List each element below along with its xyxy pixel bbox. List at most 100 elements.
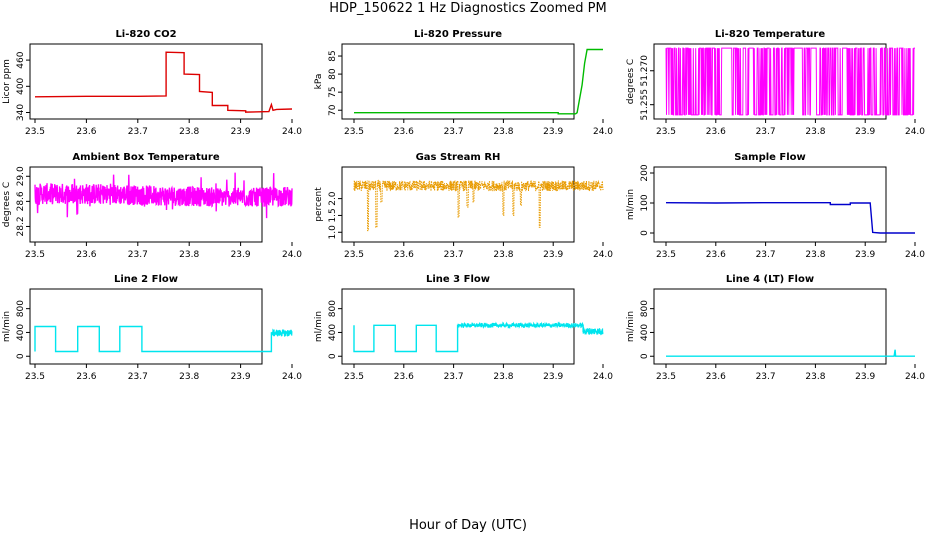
y-tick-label: 800 (16, 300, 26, 317)
x-tick-label: 23.5 (25, 372, 45, 382)
x-tick-label: 23.7 (756, 127, 776, 137)
panel-title: Line 2 Flow (114, 274, 178, 285)
x-tick-label: 23.6 (706, 127, 726, 137)
x-tick-label: 23.6 (76, 372, 96, 382)
y-tick-label: 51.270 (640, 55, 650, 87)
y-axis-label: Licor ppm (2, 59, 12, 104)
x-tick-label: 23.7 (128, 250, 148, 260)
x-tick-label: 23.6 (706, 250, 726, 260)
x-tick-label: 24.0 (282, 250, 302, 260)
y-axis-label: ml/min (314, 311, 324, 342)
y-tick-label: 70 (328, 104, 338, 116)
panel-4: Ambient Box Temperature degrees C 23.5 23.6… (2, 152, 302, 260)
y-tick-label: 400 (328, 324, 338, 341)
panel-2: Li-820 Pressure kPa 23.5 23.6 23.7 23.8 23.9 24… (314, 29, 613, 137)
panel-title: Sample Flow (734, 152, 806, 163)
x-tick-label: 24.0 (905, 250, 925, 260)
x-tick-label: 23.8 (493, 250, 513, 260)
x-tick-label: 24.0 (593, 372, 613, 382)
y-tick-label: 85 (328, 50, 338, 61)
y-tick-label: 400 (16, 77, 26, 94)
y-tick-label: 200 (640, 164, 650, 181)
panel-title: Li-820 Pressure (414, 29, 502, 40)
x-tick-label: 24.0 (593, 250, 613, 260)
y-tick-label: 340 (16, 104, 26, 121)
y-axis-label: degrees C (2, 182, 12, 227)
x-tick-label: 23.6 (706, 372, 726, 382)
x-tick-label: 24.0 (282, 127, 302, 137)
x-tick-label: 23.9 (543, 127, 563, 137)
x-tick-label: 23.8 (179, 127, 199, 137)
y-tick-label: 460 (16, 51, 26, 68)
panel-title: Gas Stream RH (416, 152, 501, 163)
x-tick-label: 23.7 (444, 372, 464, 382)
x-tick-label: 23.9 (855, 250, 875, 260)
plot-frame (341, 166, 575, 243)
x-tick-label: 23.5 (344, 127, 364, 137)
x-tick-label: 23.9 (231, 372, 251, 382)
x-tick-label: 23.6 (76, 127, 96, 137)
x-tick-label: 23.7 (444, 127, 464, 137)
y-tick-label: 29.0 (16, 166, 26, 186)
x-tick-label: 23.7 (128, 127, 148, 137)
y-tick-label: 51.255 (640, 89, 650, 121)
panel-title: Line 4 (LT) Flow (726, 274, 814, 285)
x-tick-label: 23.6 (76, 250, 96, 260)
x-tick-label: 23.5 (25, 127, 45, 137)
y-tick-label: 0 (640, 230, 650, 236)
y-tick-label: 800 (328, 300, 338, 317)
y-tick-label: 0 (16, 353, 26, 359)
x-tick-label: 23.6 (394, 372, 414, 382)
y-tick-label: 400 (16, 324, 26, 341)
series-line (353, 179, 604, 232)
x-tick-label: 23.8 (805, 372, 825, 382)
y-axis-label: ml/min (626, 189, 636, 220)
x-tick-label: 23.9 (855, 127, 875, 137)
y-tick-label: 0 (640, 353, 650, 359)
y-tick-label: 80 (328, 68, 338, 80)
series-line (34, 325, 292, 353)
series-line (665, 47, 915, 116)
x-tick-label: 24.0 (905, 127, 925, 137)
x-tick-label: 23.9 (231, 250, 251, 260)
y-axis-label: degrees C (626, 59, 636, 104)
panel-title: Ambient Box Temperature (72, 152, 219, 163)
y-tick-label: 0 (328, 353, 338, 359)
y-axis-label: kPa (314, 74, 324, 90)
plot-frame (653, 288, 887, 365)
y-axis-label: percent (314, 187, 324, 222)
x-tick-label: 23.7 (756, 372, 776, 382)
x-tick-label: 23.5 (344, 250, 364, 260)
x-tick-label: 23.9 (231, 127, 251, 137)
x-tick-label: 23.8 (179, 372, 199, 382)
x-tick-label: 23.6 (394, 127, 414, 137)
y-axis-label: ml/min (626, 311, 636, 342)
panel-1: Li-820 CO2 Licor ppm 23.5 23.6 23.7 23.8 23.9 2… (2, 29, 302, 137)
x-tick-label: 23.5 (656, 250, 676, 260)
x-tick-label: 23.5 (344, 372, 364, 382)
panel-7: Line 2 Flow ml/min 23.5 23.6 23.7 23.8 23.9 24.… (2, 274, 302, 382)
series-line (353, 324, 603, 353)
panel-9: Line 4 (LT) Flow ml/min 23.5 23.6 23.7 23.8 23… (626, 274, 925, 382)
x-tick-label: 23.8 (493, 372, 513, 382)
x-tick-label: 23.9 (543, 250, 563, 260)
x-tick-label: 24.0 (282, 372, 302, 382)
x-axis-label: Hour of Day (UTC) (409, 518, 527, 533)
figure-title: HDP_150622 1 Hz Diagnostics Zoomed PM (329, 1, 607, 16)
panel-title: Line 3 Flow (426, 274, 490, 285)
series-line (665, 201, 915, 234)
x-tick-label: 23.7 (128, 372, 148, 382)
x-tick-label: 23.5 (25, 250, 45, 260)
x-tick-label: 23.8 (805, 127, 825, 137)
y-tick-label: 28.2 (16, 216, 26, 236)
panel-6: Sample Flow ml/min 23.5 23.6 23.7 23.8 23.9 24.… (626, 152, 925, 260)
plot-frame (341, 43, 575, 120)
plot-frame (653, 166, 887, 243)
y-tick-label: 75 (328, 86, 338, 97)
series-line (354, 48, 603, 115)
panel-5: Gas Stream RH percent 23.5 23.6 23.7 23.8 23.9… (314, 152, 613, 260)
y-tick-label: 28.6 (16, 191, 26, 211)
panel-title: Li-820 Temperature (715, 29, 825, 40)
plot-frame (29, 166, 263, 243)
